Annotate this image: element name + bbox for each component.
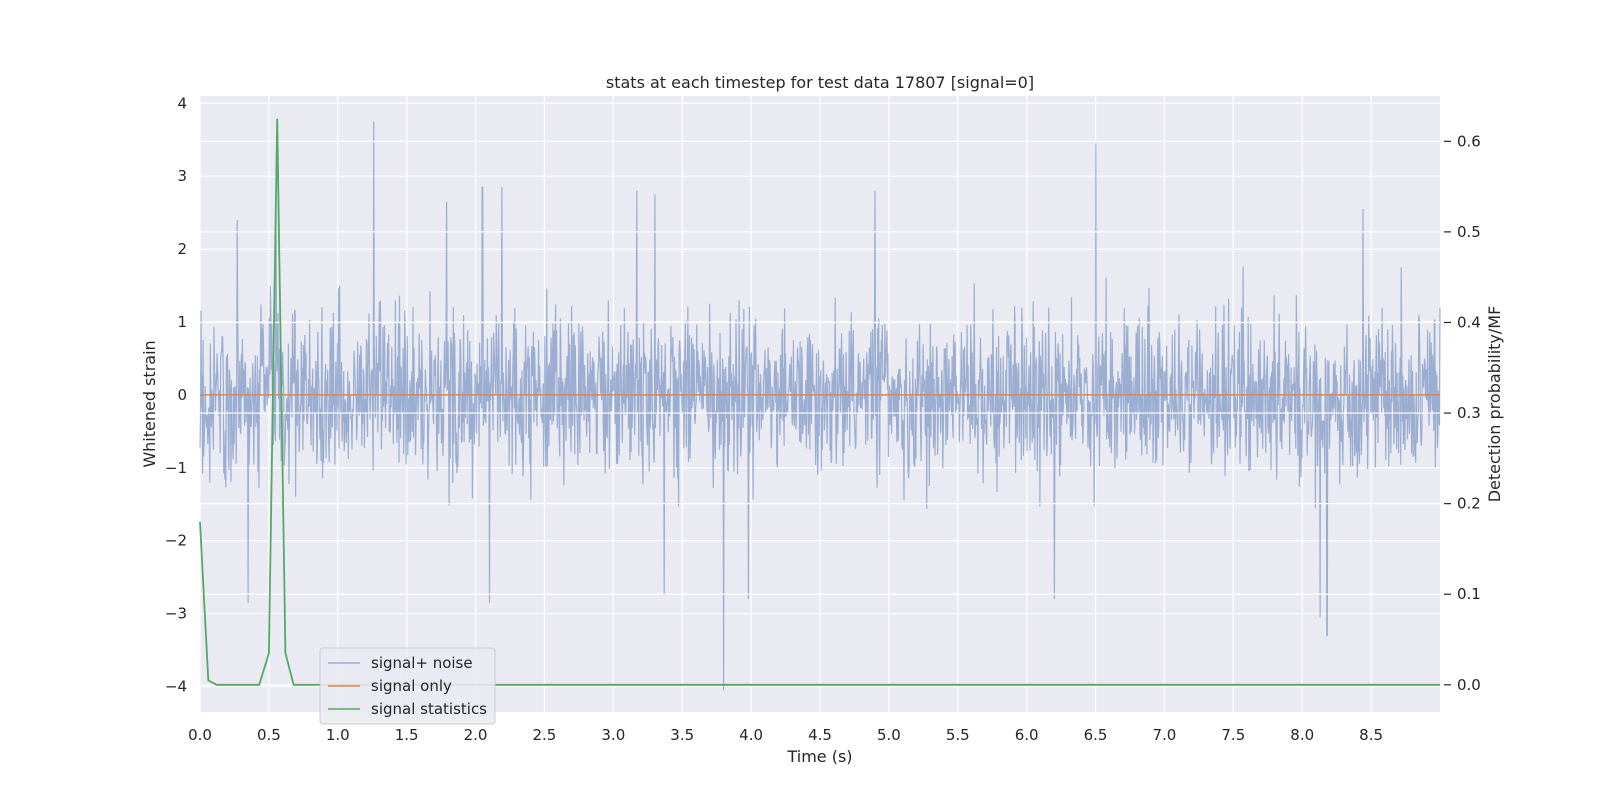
y-tick-label: −3 [165, 605, 187, 623]
legend-label-signal-statistics: signal statistics [371, 700, 487, 718]
y2-axis-ticks: 0.6 0.5 0.4 0.3 0.2 0.1 0.0 [1444, 132, 1481, 694]
x-tick-label: 8.5 [1359, 726, 1383, 744]
x-axis-ticks: 0.0 0.5 1.0 1.5 2.0 2.5 3.0 3.5 4.0 4.5 5.0 5.5 6.0 6… [188, 726, 1383, 744]
legend: signal+ noise signal only signal statist… [319, 647, 496, 725]
y2-tick-label: 0.6 [1457, 132, 1481, 150]
x-tick-label: 0.0 [188, 726, 212, 744]
x-tick-label: 7.0 [1153, 726, 1177, 744]
signal-statistics-line [199, 118, 1440, 686]
signal-noise-line [199, 121, 1441, 691]
x-tick-label: 4.5 [808, 726, 832, 744]
x-tick-label: 6.5 [1084, 726, 1108, 744]
x-tick-label: 0.5 [257, 726, 281, 744]
y-tick-label: 4 [177, 94, 187, 112]
y2-tick-label: 0.2 [1457, 495, 1481, 513]
legend-label-signal-only: signal only [371, 677, 452, 695]
x-tick-label: 2.5 [533, 726, 557, 744]
legend-box [319, 647, 496, 725]
x-axis-label: Time (s) [786, 747, 852, 766]
y-tick-label: −1 [165, 459, 187, 477]
chart-title: stats at each timestep for test data 178… [606, 73, 1034, 92]
x-tick-label: 3.0 [601, 726, 625, 744]
x-tick-label: 2.0 [464, 726, 488, 744]
legend-label-signal-noise: signal+ noise [371, 654, 473, 672]
x-tick-label: 1.5 [395, 726, 419, 744]
y2-tick-label: 0.3 [1457, 404, 1481, 422]
x-tick-label: 1.0 [326, 726, 350, 744]
x-tick-label: 3.5 [670, 726, 694, 744]
x-tick-label: 8.0 [1290, 726, 1314, 744]
y2-tick-label: 0.5 [1457, 223, 1481, 241]
y-tick-label: 1 [177, 313, 187, 331]
x-tick-label: 5.0 [877, 726, 901, 744]
y2-tick-label: 0.0 [1457, 676, 1481, 694]
y-tick-label: 3 [177, 167, 187, 185]
x-tick-label: 5.5 [946, 726, 970, 744]
signal-noise-series [199, 121, 1441, 691]
y-axis-ticks: 4 3 2 1 0 −1 −2 −3 −4 [165, 94, 187, 695]
x-tick-label: 4.0 [739, 726, 763, 744]
y2-tick-label: 0.1 [1457, 585, 1481, 603]
signal-statistics-series [199, 118, 1440, 686]
y-tick-label: −4 [165, 677, 187, 695]
y-axis-label: Whitened strain [140, 340, 159, 467]
y-tick-label: −2 [165, 532, 187, 550]
y-tick-label: 0 [177, 386, 187, 404]
y2-axis-label: Detection probability/MF [1485, 306, 1504, 503]
y2-tick-label: 0.4 [1457, 313, 1481, 331]
y-tick-label: 2 [177, 240, 187, 258]
x-tick-label: 6.0 [1015, 726, 1039, 744]
x-tick-label: 7.5 [1221, 726, 1245, 744]
